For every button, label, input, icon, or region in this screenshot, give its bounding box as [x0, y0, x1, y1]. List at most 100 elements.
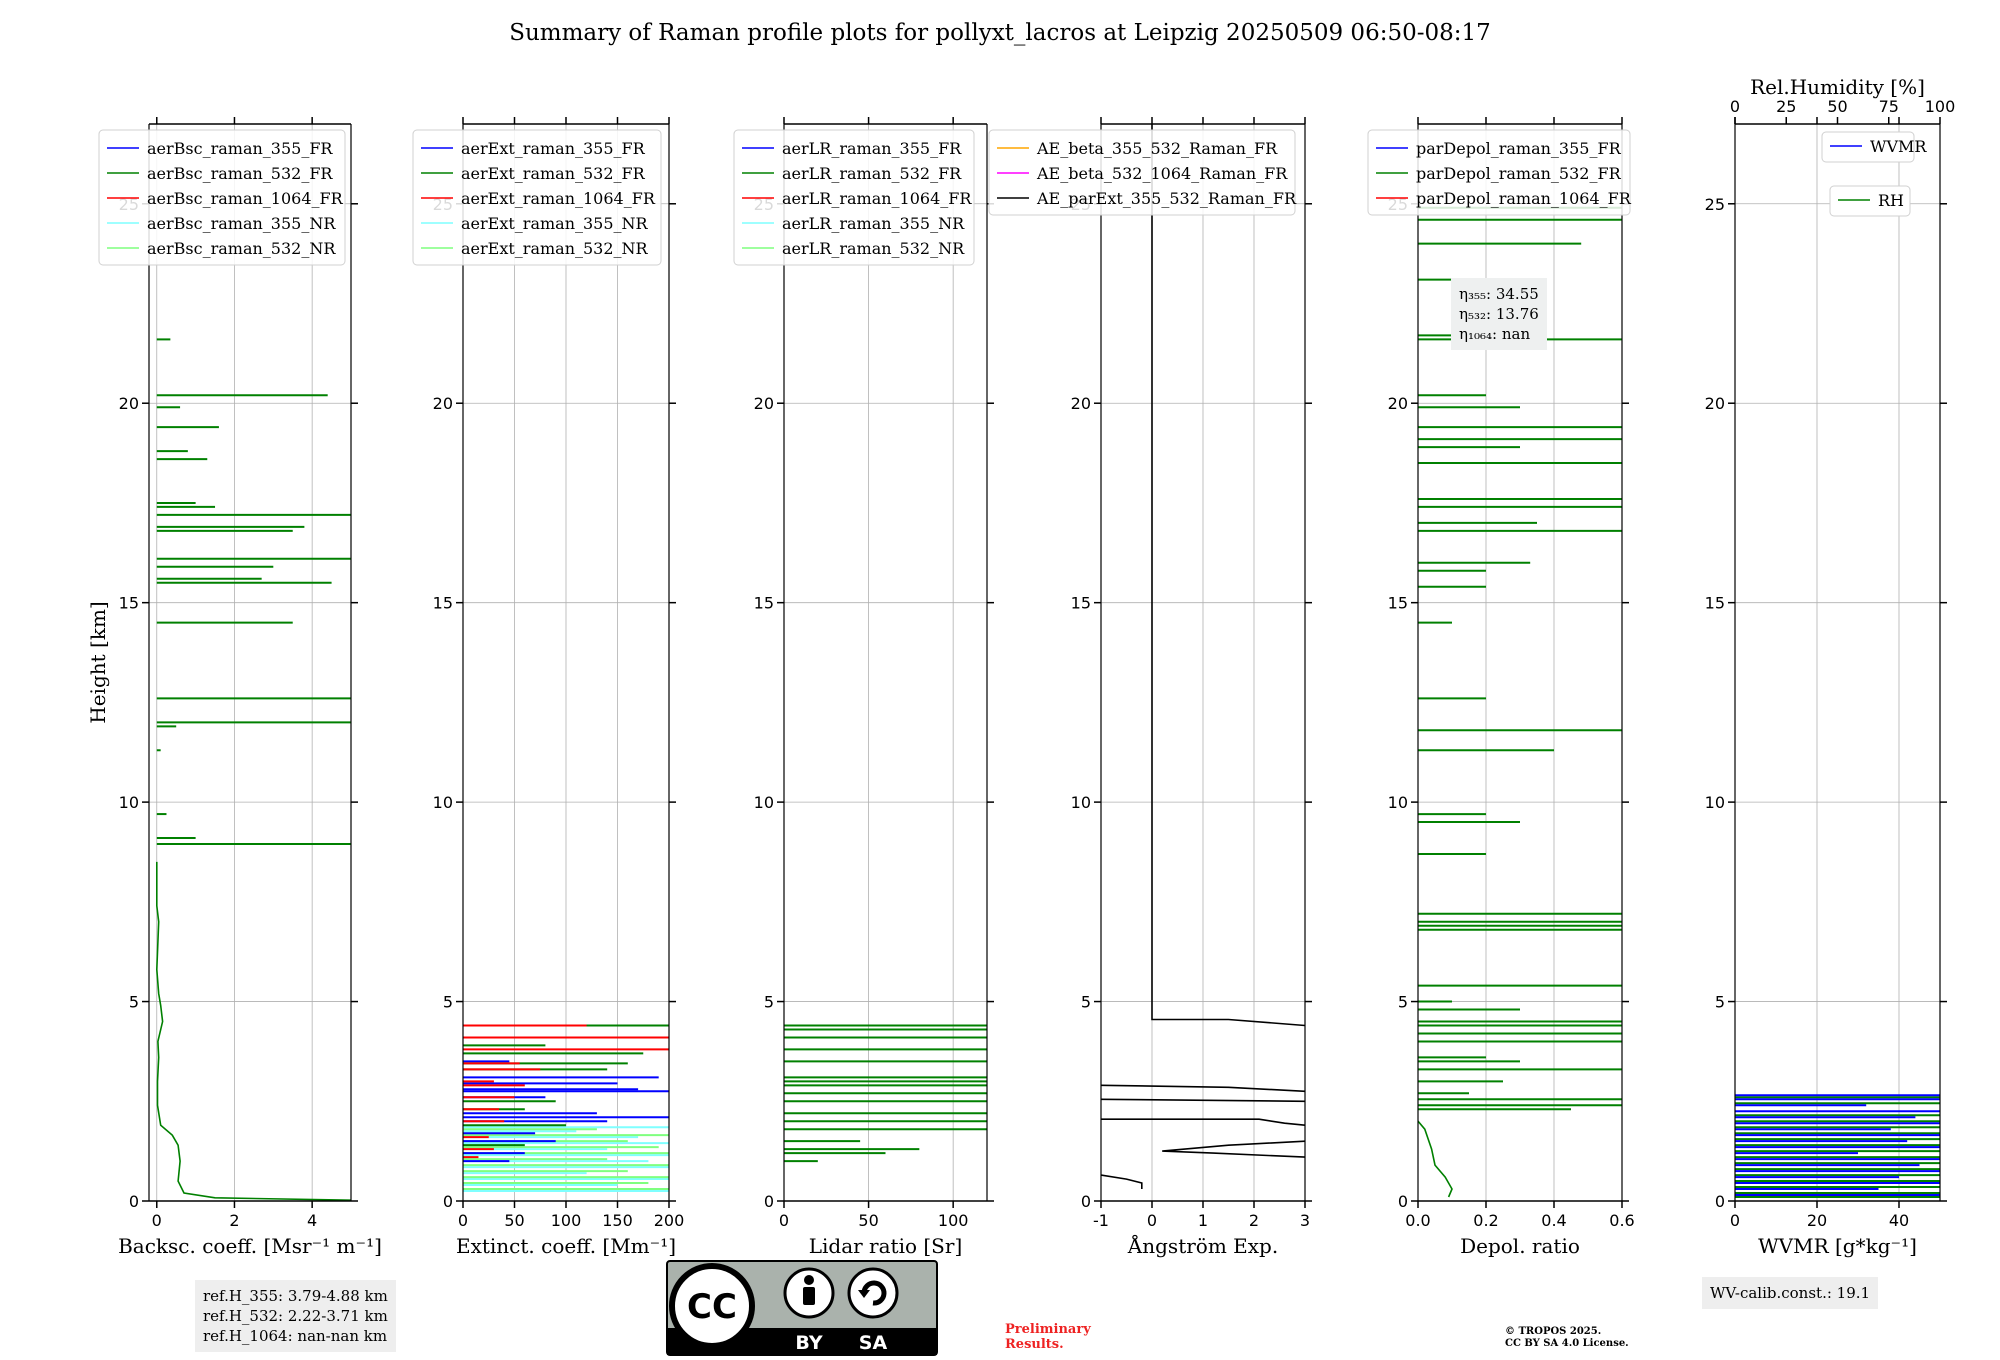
xtick-label-1: 2	[229, 1211, 239, 1230]
ytick-label-1: 5	[129, 993, 139, 1012]
xtick-label-1: 20	[1807, 1211, 1827, 1230]
ytick-label-2: 10	[1388, 793, 1408, 812]
top-axis-label: Rel.Humidity [%]	[1750, 75, 1925, 99]
ytick-label-2: 10	[433, 793, 453, 812]
ytick-label-4: 20	[1071, 394, 1091, 413]
top-xtick-label-2: 50	[1827, 97, 1847, 116]
series-group	[1418, 206, 1622, 1198]
wv-calib-box: WV-calib.const.: 19.1	[1702, 1277, 1879, 1309]
legend-label-2: aerLR_raman_1064_FR	[782, 189, 972, 208]
legend-label-0: aerExt_raman_355_FR	[461, 139, 646, 158]
xtick-label-2: 1	[1198, 1211, 1208, 1230]
panel-extinction: 0501001502000510152025Extinct. coeff. [M…	[412, 117, 684, 1258]
cc-license-badge: CC BY SA	[666, 1260, 938, 1356]
legend-label-0: AE_beta_355_532_Raman_FR	[1036, 139, 1278, 158]
xtick-label-2: 100	[938, 1211, 969, 1230]
legend-label-0: WVMR	[1870, 137, 1927, 156]
panel-depol: 0.00.20.40.60510152025Depol. ratioparDep…	[1367, 117, 1635, 1258]
legend-label-4: aerLR_raman_532_NR	[782, 239, 965, 258]
legend-label-2: parDepol_raman_1064_FR	[1416, 189, 1632, 208]
series-line-AE_parExt_355_532_Raman_FR	[1101, 1098, 1305, 1103]
ytick-label-2: 10	[1705, 793, 1725, 812]
ytick-label-2: 10	[754, 793, 774, 812]
series-group	[463, 1024, 669, 1193]
legend-label-4: aerBsc_raman_532_NR	[147, 239, 336, 258]
copyright-note: © TROPOS 2025. CC BY SA 4.0 License.	[1505, 1326, 1629, 1350]
preliminary-line-1: Preliminary	[1005, 1322, 1091, 1337]
ytick-label-5: 25	[1705, 195, 1725, 214]
copyright-line-2: CC BY SA 4.0 License.	[1505, 1338, 1629, 1349]
series-line-aerBsc_raman_532_FR	[155, 861, 351, 1201]
xtick-label-3: 150	[602, 1211, 633, 1230]
wv-calib-text: WV-calib.const.: 19.1	[1710, 1284, 1871, 1302]
refh-532-text: ref.H_532: 2.22-3.71 km	[203, 1307, 388, 1325]
ytick-label-4: 20	[1388, 394, 1408, 413]
cc-sa-text: SA	[859, 1332, 888, 1354]
legend-box-1	[1829, 185, 1911, 217]
series-group	[1101, 124, 1305, 1189]
series-line-AE_parExt_355_532_Raman_FR	[1101, 1118, 1305, 1126]
eta-1064-text: η₁₀₆₄: nan	[1459, 325, 1531, 343]
ytick-label-0: 0	[1398, 1192, 1408, 1211]
preliminary-line-2: Results.	[1005, 1337, 1064, 1352]
ytick-label-0: 0	[764, 1192, 774, 1211]
legend-box	[98, 129, 346, 266]
legend-label-2: aerBsc_raman_1064_FR	[147, 189, 344, 208]
figure-title: Summary of Raman profile plots for polly…	[509, 20, 1491, 46]
legend-label-3: aerLR_raman_355_NR	[782, 214, 965, 233]
legend-label-1: aerExt_raman_532_FR	[461, 164, 646, 183]
xtick-label-3: 2	[1249, 1211, 1259, 1230]
series-group	[1735, 1094, 1940, 1199]
ytick-label-0: 0	[443, 1192, 453, 1211]
legend-label-0: aerLR_raman_355_FR	[782, 139, 962, 158]
legend-box	[733, 129, 975, 266]
x-axis-label: Backsc. coeff. [Msr⁻¹ m⁻¹]	[118, 1234, 382, 1258]
legend-label-0: aerBsc_raman_355_FR	[147, 139, 333, 158]
ytick-label-3: 15	[1388, 594, 1408, 613]
ytick-label-2: 10	[1071, 793, 1091, 812]
xtick-label-0: 0	[152, 1211, 162, 1230]
series-line-AE_parExt_355_532_Raman_FR	[1101, 1174, 1143, 1189]
series-line-parDepol_raman_532_FR	[1418, 1120, 1453, 1198]
preliminary-note: Preliminary Results.	[1005, 1322, 1091, 1352]
ytick-label-3: 15	[1071, 594, 1091, 613]
legend-label-1: RH	[1878, 191, 1904, 210]
series-line-AE_parExt_355_532_Raman_FR	[1162, 1140, 1305, 1158]
xtick-label-1: 0	[1147, 1211, 1157, 1230]
legend-label-1: aerBsc_raman_532_FR	[147, 164, 333, 183]
xtick-label-1: 50	[504, 1211, 524, 1230]
xtick-label-0: 0.0	[1405, 1211, 1430, 1230]
xtick-label-1: 50	[858, 1211, 878, 1230]
x-axis-label: Ångström Exp.	[1127, 1233, 1278, 1258]
ytick-label-3: 15	[119, 594, 139, 613]
legend-label-1: AE_beta_532_1064_Raman_FR	[1036, 164, 1288, 183]
panel-lidar_ratio: 0501000510152025Lidar ratio [Sr]aerLR_ra…	[733, 117, 994, 1258]
ytick-label-0: 0	[1081, 1192, 1091, 1211]
ytick-label-3: 15	[1705, 594, 1725, 613]
panel-backscatter: 0240510152025Backsc. coeff. [Msr⁻¹ m⁻¹]H…	[86, 117, 382, 1258]
x-axis-label: Depol. ratio	[1460, 1234, 1580, 1258]
copyright-line-1: © TROPOS 2025.	[1505, 1326, 1602, 1337]
series-group	[784, 1024, 987, 1163]
ytick-label-1: 5	[764, 993, 774, 1012]
xtick-label-2: 0.4	[1541, 1211, 1566, 1230]
xtick-label-2: 40	[1889, 1211, 1909, 1230]
legend-label-3: aerExt_raman_355_NR	[461, 214, 649, 233]
ytick-label-0: 0	[129, 1192, 139, 1211]
ytick-label-2: 10	[119, 793, 139, 812]
legend-label-2: aerExt_raman_1064_FR	[461, 189, 656, 208]
ytick-label-1: 5	[1398, 993, 1408, 1012]
ytick-label-3: 15	[433, 594, 453, 613]
xtick-label-1: 0.2	[1473, 1211, 1498, 1230]
legend-box	[1367, 129, 1631, 216]
cc-by-text: BY	[795, 1332, 822, 1354]
top-xtick-label-3: 75	[1879, 97, 1899, 116]
xtick-label-0: 0	[458, 1211, 468, 1230]
xtick-label-3: 0.6	[1609, 1211, 1634, 1230]
series-line-AE_parExt_355_532_Raman_FR	[1101, 1084, 1305, 1093]
xtick-label-2: 100	[551, 1211, 582, 1230]
refh-355-text: ref.H_355: 3.79-4.88 km	[203, 1287, 388, 1305]
legend-label-3: aerBsc_raman_355_NR	[147, 214, 336, 233]
eta-355-text: η₃₅₅: 34.55	[1459, 285, 1539, 303]
